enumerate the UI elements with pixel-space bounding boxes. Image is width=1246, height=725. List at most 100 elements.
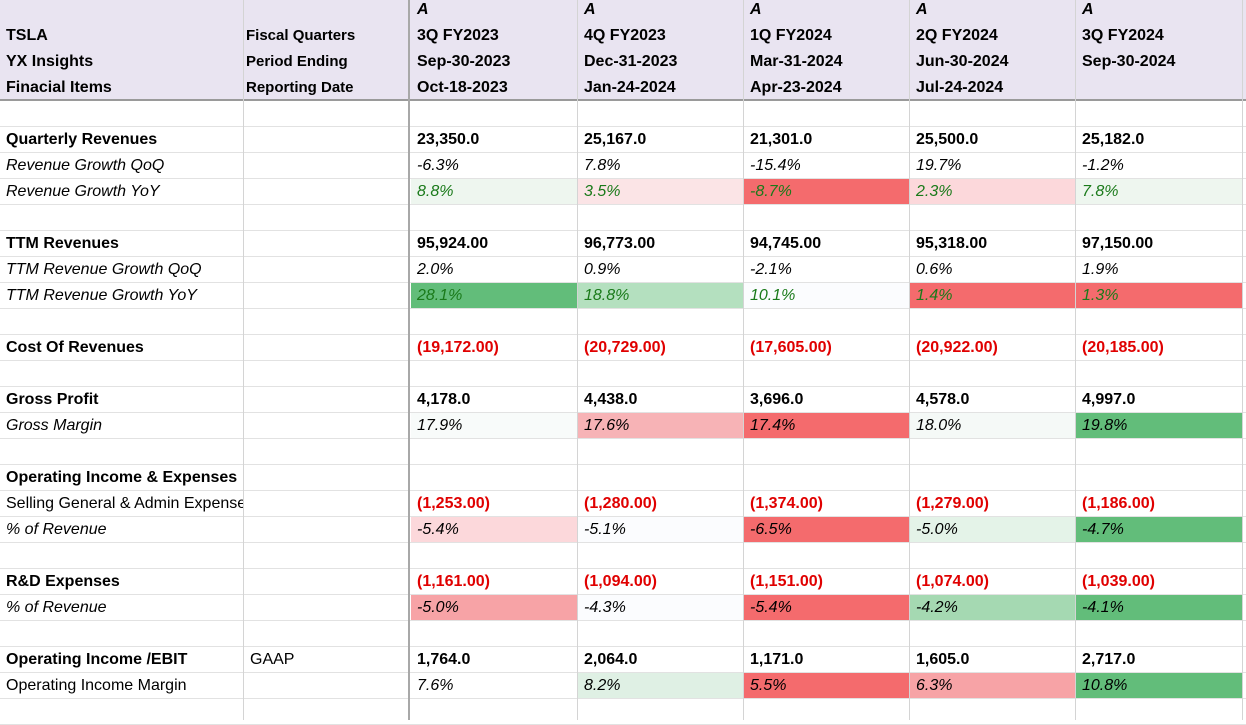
row-note[interactable]: [244, 699, 409, 724]
value-cell[interactable]: -4.1%: [1076, 595, 1242, 620]
row-label[interactable]: R&D Expenses: [6, 573, 120, 590]
row-note[interactable]: [244, 257, 409, 282]
value-cell[interactable]: [910, 543, 1076, 568]
row-label[interactable]: Quarterly Revenues: [6, 131, 158, 148]
value-cell[interactable]: -4.2%: [910, 595, 1076, 620]
value-cell[interactable]: [578, 699, 744, 724]
value-cell[interactable]: 4,997.0: [1082, 391, 1136, 408]
value-cell[interactable]: 2.0%: [417, 261, 454, 278]
value-cell[interactable]: [910, 361, 1076, 386]
row-note[interactable]: [244, 387, 409, 412]
row-note[interactable]: [244, 309, 409, 334]
value-cell[interactable]: [910, 439, 1076, 464]
row-label[interactable]: % of Revenue: [6, 599, 107, 616]
value-cell[interactable]: 17.6%: [578, 413, 744, 438]
row-label[interactable]: Revenue Growth QoQ: [6, 157, 165, 174]
value-cell[interactable]: [910, 699, 1076, 724]
row-note[interactable]: [244, 205, 409, 230]
value-cell[interactable]: [744, 699, 910, 724]
value-cell[interactable]: (20,729.00): [584, 339, 666, 356]
value-cell[interactable]: 2,064.0: [584, 651, 638, 668]
row-label[interactable]: TTM Revenue Growth QoQ: [6, 261, 202, 278]
value-cell[interactable]: [744, 101, 910, 126]
value-cell[interactable]: 8.8%: [411, 179, 577, 204]
value-cell[interactable]: 0.6%: [916, 261, 953, 278]
row-note[interactable]: [244, 127, 409, 152]
value-cell[interactable]: (1,151.00): [750, 573, 823, 590]
value-cell[interactable]: 2.3%: [910, 179, 1076, 204]
value-cell[interactable]: [411, 205, 577, 230]
value-cell[interactable]: 3,696.0: [750, 391, 804, 408]
row-note[interactable]: [244, 413, 409, 438]
value-cell[interactable]: 4,178.0: [417, 391, 471, 408]
row-label[interactable]: Operating Income & Expenses: [6, 469, 238, 486]
value-cell[interactable]: (19,172.00): [417, 339, 499, 356]
row-note[interactable]: [244, 517, 409, 542]
value-cell[interactable]: [1076, 543, 1242, 568]
value-cell[interactable]: 96,773.00: [584, 235, 656, 252]
value-cell[interactable]: 7.8%: [1076, 179, 1242, 204]
row-note[interactable]: [244, 621, 409, 646]
value-cell[interactable]: 1.4%: [910, 283, 1076, 308]
row-label[interactable]: Selling General & Admin Expenses: [6, 495, 243, 512]
row-label[interactable]: Gross Profit: [6, 391, 99, 408]
value-cell[interactable]: -5.4%: [411, 517, 577, 542]
value-cell[interactable]: (1,186.00): [1082, 495, 1155, 512]
row-label[interactable]: TTM Revenues: [6, 235, 119, 252]
value-cell[interactable]: 19.8%: [1076, 413, 1242, 438]
value-cell[interactable]: [578, 309, 744, 334]
row-label[interactable]: Operating Income /EBIT: [6, 651, 188, 668]
row-note[interactable]: [244, 283, 409, 308]
value-cell[interactable]: [578, 361, 744, 386]
value-cell[interactable]: -4.3%: [578, 595, 744, 620]
value-cell[interactable]: [744, 205, 910, 230]
value-cell[interactable]: [578, 205, 744, 230]
value-cell[interactable]: 23,350.0: [417, 131, 480, 148]
value-cell[interactable]: [744, 361, 910, 386]
value-cell[interactable]: (1,253.00): [417, 495, 490, 512]
value-cell[interactable]: 17.4%: [744, 413, 910, 438]
value-cell[interactable]: [1076, 205, 1242, 230]
value-cell[interactable]: -15.4%: [750, 157, 801, 174]
value-cell[interactable]: 1,171.0: [750, 651, 804, 668]
row-note[interactable]: [244, 595, 409, 620]
value-cell[interactable]: 25,500.0: [916, 131, 979, 148]
row-label[interactable]: TTM Revenue Growth YoY: [6, 287, 197, 304]
value-cell[interactable]: [744, 465, 910, 490]
row-label[interactable]: [0, 699, 243, 724]
value-cell[interactable]: 4,578.0: [916, 391, 970, 408]
row-note[interactable]: [244, 543, 409, 568]
row-note[interactable]: [244, 465, 409, 490]
value-cell[interactable]: [744, 309, 910, 334]
value-cell[interactable]: (1,094.00): [584, 573, 657, 590]
value-cell[interactable]: -6.3%: [417, 157, 459, 174]
value-cell[interactable]: 8.2%: [578, 673, 744, 698]
row-note[interactable]: [244, 153, 409, 178]
row-label[interactable]: [0, 361, 243, 386]
value-cell[interactable]: -2.1%: [750, 261, 792, 278]
row-note[interactable]: GAAP: [250, 651, 295, 668]
value-cell[interactable]: 1.3%: [1076, 283, 1242, 308]
value-cell[interactable]: (1,374.00): [750, 495, 823, 512]
value-cell[interactable]: [411, 361, 577, 386]
row-note[interactable]: [244, 439, 409, 464]
value-cell[interactable]: [1076, 465, 1242, 490]
value-cell[interactable]: [578, 543, 744, 568]
value-cell[interactable]: 19.7%: [916, 157, 962, 174]
value-cell[interactable]: [1076, 621, 1242, 646]
value-cell[interactable]: -5.0%: [910, 517, 1076, 542]
value-cell[interactable]: 1,605.0: [916, 651, 970, 668]
row-label[interactable]: [0, 439, 243, 464]
value-cell[interactable]: -8.7%: [744, 179, 910, 204]
row-label[interactable]: [0, 309, 243, 334]
value-cell[interactable]: 25,167.0: [584, 131, 647, 148]
row-note[interactable]: [244, 361, 409, 386]
value-cell[interactable]: [578, 101, 744, 126]
value-cell[interactable]: [910, 205, 1076, 230]
value-cell[interactable]: [744, 621, 910, 646]
value-cell[interactable]: 18.8%: [578, 283, 744, 308]
value-cell[interactable]: [1076, 439, 1242, 464]
value-cell[interactable]: (1,280.00): [584, 495, 657, 512]
value-cell[interactable]: (1,074.00): [916, 573, 989, 590]
row-label[interactable]: [0, 543, 243, 568]
